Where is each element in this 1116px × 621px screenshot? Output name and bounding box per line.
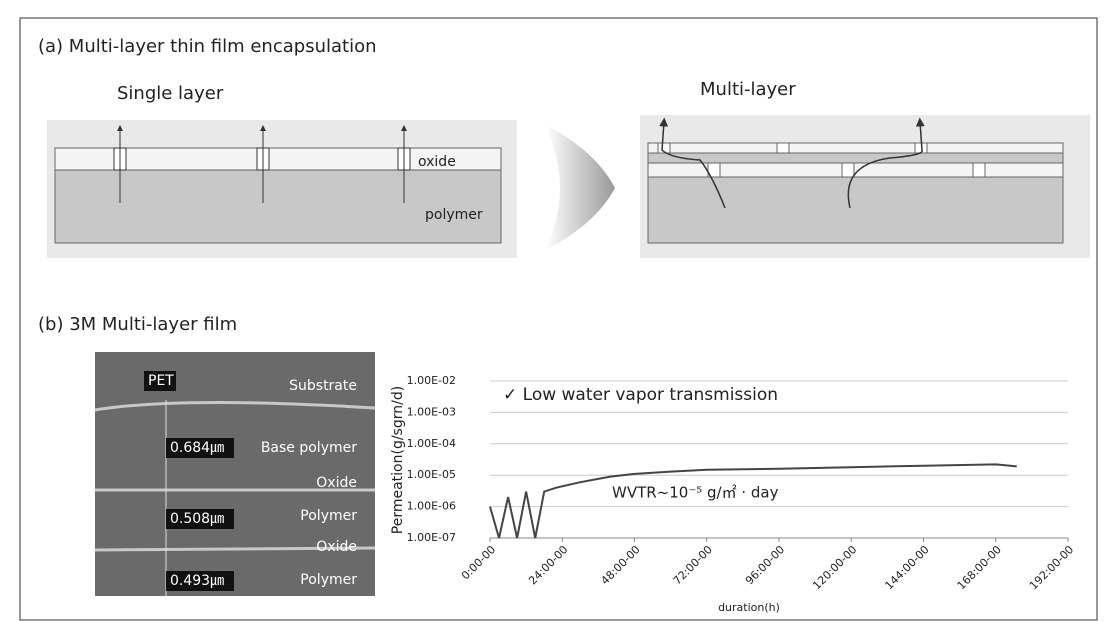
annotation: ✓ Low water vapor transmission xyxy=(503,385,778,405)
layer-label: oxide xyxy=(418,154,456,170)
sem-label: 0.508㎛ xyxy=(170,511,224,527)
y-tick-label: 1.00E-06 xyxy=(407,500,456,513)
sem-label: PET xyxy=(148,373,174,389)
y-axis-title: Permeation(g/sgrn/d) xyxy=(390,386,406,534)
annotation: WVTR~10⁻⁵ g/㎡ · day xyxy=(612,484,779,502)
y-tick-label: 1.00E-07 xyxy=(407,531,456,544)
x-tick-label: 120:00-00 xyxy=(810,543,859,592)
label-bg xyxy=(166,509,234,529)
y-tick-label: 1.00E-03 xyxy=(407,405,456,418)
sem-interfaces xyxy=(94,400,376,552)
x-tick-label: 168:00-00 xyxy=(955,543,1004,592)
sem-label: Oxide xyxy=(316,539,357,555)
label-bg xyxy=(166,438,234,458)
sem-label: Oxide xyxy=(316,475,357,491)
x-tick-label: 96:00-00 xyxy=(743,543,787,587)
x-tick-label: 144:00-00 xyxy=(882,543,931,592)
section-title: (a) Multi-layer thin film encapsulation xyxy=(38,36,377,57)
sem-label: Substrate xyxy=(289,378,357,394)
multi-layers xyxy=(647,142,1064,244)
y-tick-label: 1.00E-04 xyxy=(407,437,456,450)
label-bg xyxy=(166,571,234,591)
polymer-layer xyxy=(54,169,502,244)
sem-image xyxy=(95,352,375,596)
x-tick-label: 72:00-00 xyxy=(671,543,715,587)
sem-label: 0.684㎛ xyxy=(170,440,224,456)
y-tick-label: 1.00E-02 xyxy=(407,374,456,387)
section-title: (b) 3M Multi-layer film xyxy=(38,314,237,335)
sem-label: 0.493㎛ xyxy=(170,573,224,589)
x-tick-label: 192:00-00 xyxy=(1027,543,1076,592)
sem-label: Polymer xyxy=(300,508,357,524)
label-bg xyxy=(144,371,176,391)
defects xyxy=(113,125,411,203)
x-tick-label: 24:00-00 xyxy=(526,543,570,587)
diagram-label: Single layer xyxy=(117,83,224,104)
x-tick-label: 48:00-00 xyxy=(598,543,642,587)
transition-arrow xyxy=(545,125,615,250)
sem-label: Polymer xyxy=(300,572,357,588)
x-axis-title: duration(h) xyxy=(718,601,780,614)
frame xyxy=(19,17,1098,621)
data-line xyxy=(489,463,1017,539)
paths xyxy=(659,117,925,209)
y-tick-label: 1.00E-05 xyxy=(407,468,456,481)
layer-label: polymer xyxy=(425,207,483,223)
sem-label: Base polymer xyxy=(261,440,357,456)
x-tick-label: 0:00-00 xyxy=(459,543,498,582)
diagram-label: Multi-layer xyxy=(700,79,796,100)
